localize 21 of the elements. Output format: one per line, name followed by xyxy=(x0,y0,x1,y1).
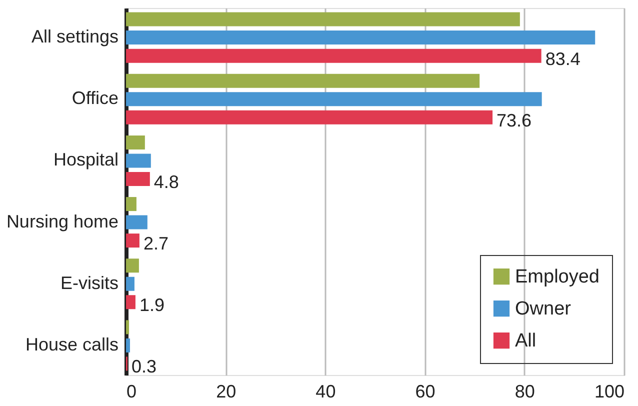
y-tick-label: Hospital xyxy=(53,150,118,170)
y-tick-label: Nursing home xyxy=(6,211,118,232)
data-label: 83.4 xyxy=(545,48,580,69)
y-tick-label: E-visits xyxy=(60,272,118,293)
y-tick-label: Office xyxy=(72,88,118,108)
data-label: 4.8 xyxy=(154,172,179,192)
y-tick-label: All settings xyxy=(31,26,118,47)
y-tick-label: House calls xyxy=(25,334,118,354)
data-label: 1.9 xyxy=(139,295,164,316)
legend-label: All xyxy=(515,330,536,352)
legend-label: Owner xyxy=(515,298,572,320)
legend-label: Employed xyxy=(515,266,600,288)
data-label: 2.7 xyxy=(143,234,168,254)
x-tick-label: 80 xyxy=(514,382,535,402)
x-tick-label: 20 xyxy=(216,382,236,402)
data-label: 73.6 xyxy=(496,110,532,130)
data-label: 0.3 xyxy=(131,356,157,377)
x-tick-label: 0 xyxy=(126,382,137,402)
x-tick-label: 60 xyxy=(415,382,436,402)
x-tick-label: 100 xyxy=(594,382,624,402)
x-tick-label: 40 xyxy=(316,382,336,402)
